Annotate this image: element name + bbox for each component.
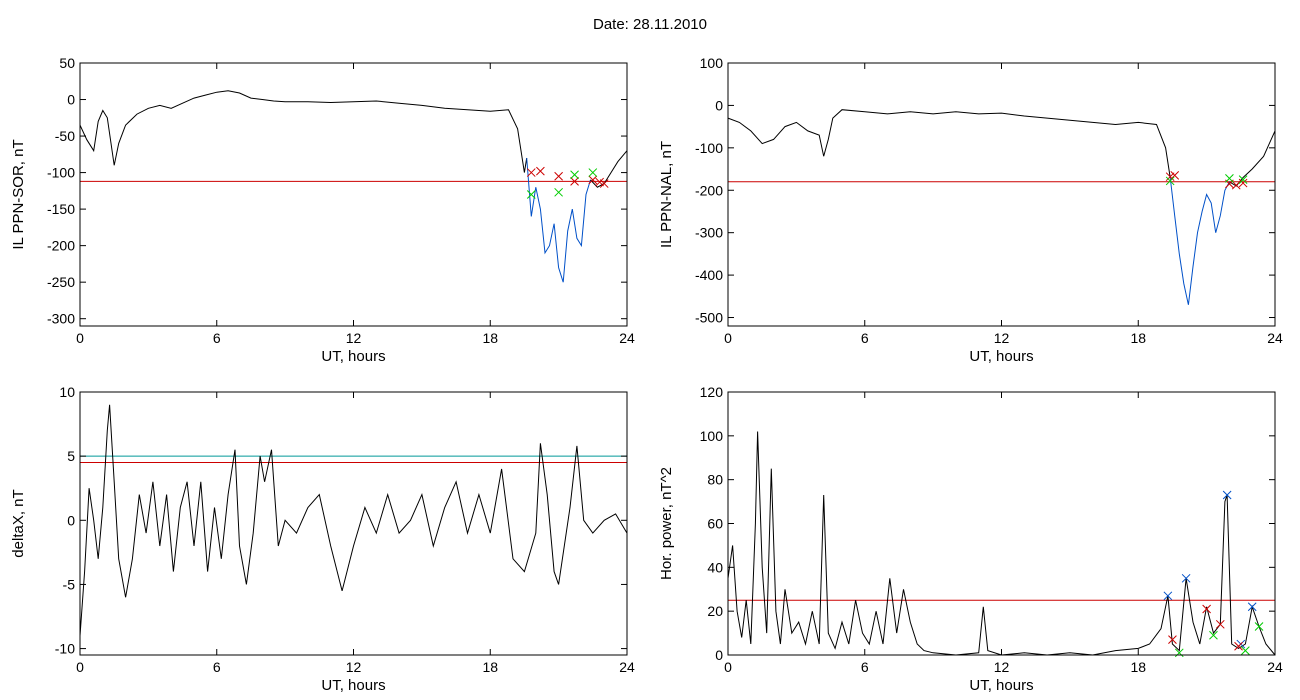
panel-nal: 0 6 12 18 24 100 0 -100 -200 -300 -400 -500 UT, hour… — [658, 55, 1283, 365]
y-tick-label: 0 — [715, 647, 723, 663]
series-line — [526, 157, 591, 283]
data-marker — [599, 179, 609, 188]
data-marker — [536, 166, 545, 176]
x-tick-label: 6 — [861, 659, 869, 675]
y-axis-label: Hor. power, nT^2 — [658, 467, 675, 580]
x-tick-label: 0 — [76, 659, 84, 675]
x-axis-label: UT, hours — [321, 677, 385, 694]
x-tick-label: 12 — [346, 330, 362, 346]
data-marker — [1238, 175, 1248, 185]
data-marker — [1181, 573, 1191, 583]
x-tick-label: 18 — [482, 330, 498, 346]
x-tick-label: 24 — [619, 659, 635, 675]
x-tick-label: 12 — [346, 659, 362, 675]
y-tick-label: 60 — [707, 516, 723, 532]
x-tick-label: 12 — [994, 659, 1010, 675]
series-line — [727, 431, 1276, 656]
data-marker — [588, 175, 598, 185]
x-axis-label: UT, hours — [321, 348, 385, 365]
data-marker — [1168, 635, 1177, 645]
plot-frame — [727, 391, 1276, 656]
y-tick-label: -200 — [47, 238, 75, 254]
series-line — [1229, 130, 1276, 187]
data-marker — [1170, 171, 1180, 180]
plot-frame — [727, 62, 1276, 327]
x-axis-label: UT, hours — [969, 677, 1033, 694]
x-tick-label: 18 — [482, 659, 498, 675]
y-tick-label: 50 — [59, 55, 75, 71]
series-line — [79, 404, 628, 636]
data-marker — [1231, 180, 1241, 190]
x-axis-label: UT, hours — [969, 348, 1033, 365]
y-tick-label: -300 — [47, 311, 75, 327]
x-tick-label: 6 — [861, 330, 869, 346]
x-tick-label: 24 — [619, 330, 635, 346]
y-tick-label: -100 — [695, 140, 723, 156]
x-tick-label: 0 — [724, 659, 732, 675]
series-line — [79, 90, 528, 173]
y-tick-label: -50 — [55, 128, 75, 144]
data-marker — [554, 187, 563, 197]
y-tick-label: -100 — [47, 165, 75, 181]
data-marker — [1165, 176, 1175, 186]
data-marker — [1247, 602, 1257, 612]
panel-sor: 0 6 12 18 24 50 0 -50 -100 -150 -200 -250 -300 UT, ho… — [10, 55, 635, 365]
data-marker — [1215, 619, 1225, 629]
y-tick-label: -150 — [47, 201, 75, 217]
x-tick-label: 24 — [1267, 659, 1283, 675]
y-tick-label: -200 — [695, 182, 723, 198]
data-marker — [1209, 630, 1218, 640]
panel-deltax: 0 6 12 18 24 10 5 0 -5 -10 UT, hours deltaX, nT — [10, 384, 635, 694]
x-tick-label: 6 — [213, 659, 221, 675]
y-tick-label: 0 — [715, 97, 723, 113]
data-marker — [570, 170, 579, 180]
y-axis-label: IL PPN-SOR, nT — [10, 139, 27, 249]
page-title: Date: 28.11.2010 — [593, 16, 707, 33]
x-tick-label: 0 — [724, 330, 732, 346]
y-tick-label: -250 — [47, 274, 75, 290]
plot-frame — [79, 391, 628, 656]
y-axis-label: IL PPN-NAL, nT — [658, 141, 675, 248]
y-tick-label: -500 — [695, 310, 723, 326]
data-marker — [526, 168, 536, 177]
data-marker — [1225, 174, 1234, 183]
data-marker — [570, 176, 579, 186]
x-tick-label: 18 — [1130, 659, 1146, 675]
data-marker — [526, 190, 536, 199]
y-tick-label: -400 — [695, 267, 723, 283]
y-axis-label: deltaX, nT — [10, 489, 27, 557]
plot-frame — [79, 62, 628, 327]
y-tick-label: 10 — [59, 384, 75, 400]
series-line — [1169, 177, 1230, 305]
x-tick-label: 18 — [1130, 330, 1146, 346]
y-tick-label: 120 — [700, 384, 724, 400]
x-tick-label: 12 — [994, 330, 1010, 346]
y-tick-label: 20 — [707, 603, 723, 619]
y-tick-label: 100 — [700, 55, 724, 71]
y-tick-label: 0 — [67, 512, 75, 528]
y-tick-label: 5 — [67, 448, 75, 464]
data-marker — [1234, 641, 1243, 651]
data-marker — [1238, 178, 1248, 188]
y-tick-label: -300 — [695, 225, 723, 241]
data-marker — [1163, 591, 1173, 601]
y-tick-label: 100 — [700, 428, 724, 444]
x-tick-label: 0 — [76, 330, 84, 346]
y-tick-label: 40 — [707, 559, 723, 575]
data-marker — [1254, 622, 1264, 631]
panel-power: 0 6 12 18 24 120 100 80 60 40 20 0 UT, hours Hor. pow… — [658, 384, 1283, 694]
y-tick-label: -10 — [55, 641, 75, 657]
x-tick-label: 24 — [1267, 330, 1283, 346]
y-tick-label: -5 — [63, 576, 76, 592]
data-marker — [1241, 646, 1250, 655]
data-marker — [554, 171, 563, 181]
data-marker — [588, 168, 598, 177]
data-marker — [1202, 604, 1211, 614]
x-tick-label: 6 — [213, 330, 221, 346]
data-marker — [1222, 490, 1232, 500]
y-tick-label: 0 — [67, 92, 75, 108]
series-line — [727, 109, 1171, 178]
y-tick-label: 80 — [707, 472, 723, 488]
